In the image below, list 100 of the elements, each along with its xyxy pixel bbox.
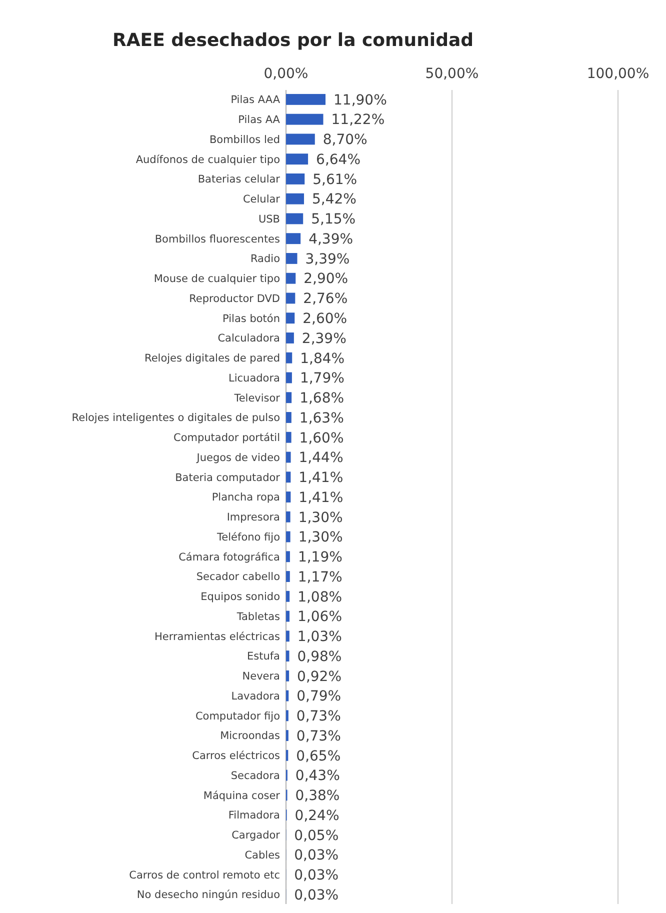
y-tick-label: Bateria computador bbox=[175, 472, 281, 484]
data-label: 0,79% bbox=[296, 688, 342, 705]
bar bbox=[286, 630, 290, 642]
y-tick-label: Televisor bbox=[233, 392, 281, 404]
y-tick-label: Nevera bbox=[242, 670, 280, 683]
bar bbox=[286, 253, 298, 264]
data-label: 0,73% bbox=[296, 728, 341, 744]
data-label: 0,43% bbox=[295, 768, 340, 784]
bar bbox=[286, 511, 290, 522]
y-tick-label: Secadora bbox=[230, 770, 280, 782]
data-label: 0,38% bbox=[295, 788, 340, 804]
y-tick-label: Pilas AAA bbox=[230, 94, 281, 106]
y-tick-label: Reproductor DVD bbox=[189, 292, 280, 305]
y-tick-label: Relojes inteligentes o digitales de pulso bbox=[72, 412, 280, 424]
y-tick-label: Bombillos led bbox=[209, 134, 280, 146]
y-tick-label: Microondas bbox=[220, 730, 280, 742]
x-tick-label: 0,00% bbox=[264, 66, 308, 82]
y-tick-label: Herramientas eléctricas bbox=[154, 630, 280, 643]
y-tick-label: Computador portátil bbox=[173, 432, 280, 444]
data-label: 1,68% bbox=[300, 390, 344, 407]
chart-title: RAEE desechados por la comunidad bbox=[112, 30, 474, 51]
bar bbox=[286, 114, 324, 125]
y-tick-label: Celular bbox=[242, 194, 281, 206]
y-tick-label: Cámara fotográfica bbox=[178, 551, 280, 564]
bar bbox=[286, 134, 315, 145]
y-tick-label: Baterias celular bbox=[198, 174, 281, 186]
y-tick-label: Equipos sonido bbox=[200, 591, 280, 604]
bar bbox=[286, 412, 292, 423]
data-label: 8,70% bbox=[322, 132, 368, 148]
y-tick-label: Juegos de video bbox=[196, 452, 280, 464]
data-label: 0,05% bbox=[294, 828, 339, 844]
y-tick-label: Lavadora bbox=[231, 690, 280, 702]
bar bbox=[286, 312, 295, 324]
data-label: 1,63% bbox=[299, 410, 344, 426]
bar bbox=[286, 610, 290, 622]
data-label: 1,08% bbox=[298, 589, 342, 606]
bar bbox=[286, 173, 305, 184]
y-tick-label: Estufa bbox=[246, 650, 280, 663]
y-tick-label: Licuadora bbox=[228, 372, 280, 384]
data-label: 0,24% bbox=[294, 808, 340, 824]
bar bbox=[286, 154, 308, 165]
bar bbox=[286, 571, 290, 582]
data-label: 0,03% bbox=[294, 848, 339, 864]
bar bbox=[286, 94, 326, 105]
data-label: 6,64% bbox=[316, 152, 361, 168]
bar bbox=[286, 193, 304, 204]
y-tick-label: Calculadora bbox=[218, 332, 280, 345]
y-tick-label: Cables bbox=[244, 849, 280, 862]
data-label: 1,41% bbox=[298, 490, 344, 506]
data-label: 1,84% bbox=[300, 350, 345, 367]
y-tick-label: Computador fijo bbox=[195, 710, 280, 722]
bar bbox=[286, 472, 291, 483]
bar bbox=[286, 213, 304, 224]
x-tick-label: 50,00% bbox=[425, 66, 479, 82]
y-tick-label: Radio bbox=[250, 253, 280, 266]
data-label: 1,30% bbox=[298, 530, 343, 546]
data-label: 1,06% bbox=[298, 609, 342, 626]
y-tick-label: Plancha ropa bbox=[212, 492, 280, 504]
bar bbox=[286, 690, 289, 702]
data-label: 0,98% bbox=[297, 648, 342, 665]
data-label: 11,90% bbox=[334, 92, 387, 108]
data-label: 2,60% bbox=[302, 311, 348, 327]
y-tick-label: Bombillos fluorescentes bbox=[154, 233, 280, 246]
bar bbox=[286, 272, 296, 284]
bar bbox=[286, 332, 294, 344]
data-label: 1,79% bbox=[300, 370, 344, 387]
x-tick-label: 100,00% bbox=[586, 66, 650, 82]
data-label: 1,17% bbox=[298, 569, 342, 586]
bar bbox=[286, 292, 296, 304]
y-tick-label: Impresora bbox=[226, 512, 280, 524]
bar bbox=[286, 452, 291, 463]
data-label: 11,22% bbox=[331, 112, 385, 128]
data-label: 1,44% bbox=[298, 450, 344, 466]
bar bbox=[286, 372, 292, 384]
y-tick-label: Máquina coser bbox=[203, 790, 281, 802]
data-label: 0,65% bbox=[296, 748, 341, 764]
y-tick-label: Cargador bbox=[232, 830, 281, 842]
data-label: 0,92% bbox=[297, 668, 342, 685]
y-tick-label: Carros de control remoto etc bbox=[129, 869, 280, 882]
y-tick-label: Relojes digitales de pared bbox=[144, 352, 280, 365]
bar bbox=[286, 670, 290, 682]
bar bbox=[286, 531, 290, 542]
data-label: 0,03% bbox=[294, 887, 339, 904]
bar bbox=[286, 551, 290, 562]
data-label: 1,60% bbox=[299, 430, 344, 446]
y-tick-label: Tabletas bbox=[236, 610, 280, 623]
y-tick-label: Pilas botón bbox=[222, 312, 280, 325]
y-tick-label: USB bbox=[258, 213, 280, 226]
bar bbox=[286, 392, 292, 404]
bar bbox=[286, 352, 292, 364]
y-tick-label: Pilas AA bbox=[238, 114, 281, 126]
data-label: 1,03% bbox=[297, 629, 342, 646]
data-label: 1,41% bbox=[298, 470, 344, 486]
data-label: 1,30% bbox=[298, 510, 343, 526]
y-tick-label: Filmadora bbox=[228, 810, 280, 822]
y-tick-label: No desecho ningún residuo bbox=[136, 889, 280, 902]
data-label: 5,61% bbox=[312, 172, 358, 188]
y-tick-label: Mouse de cualquier tipo bbox=[154, 273, 280, 286]
y-tick-label: Teléfono fijo bbox=[216, 531, 280, 544]
y-tick-label: Carros eléctricos bbox=[192, 750, 280, 762]
